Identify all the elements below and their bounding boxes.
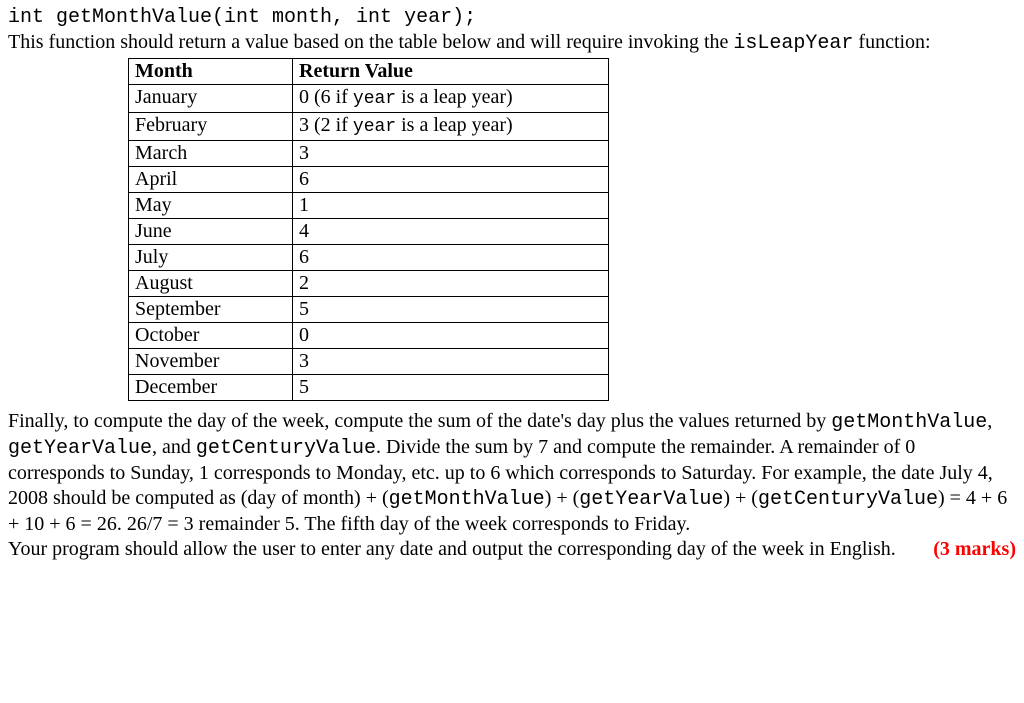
text-run: , and [152,436,196,458]
marks-label: (3 marks) [933,537,1016,562]
table-row: July6 [129,245,609,271]
cell-month: October [129,323,293,349]
cell-month: September [129,297,293,323]
text-run: , [987,410,992,432]
header-return-value: Return Value [293,59,609,85]
table-row: August2 [129,271,609,297]
value-tail: is a leap year) [396,114,513,136]
cell-return-value: 4 [293,219,609,245]
value-text: 3 (2 if [299,114,353,136]
cell-month: November [129,349,293,375]
table-row: February3 (2 if year is a leap year) [129,113,609,141]
cell-return-value: 6 [293,245,609,271]
value-text: 0 (6 if [299,86,353,108]
cell-month: March [129,141,293,167]
table-row: March3 [129,141,609,167]
table-header-row: Month Return Value [129,59,609,85]
month-value-table: Month Return Value January0 (6 if year i… [128,58,609,401]
code-getyearvalue-2: getYearValue [579,488,723,511]
code-getmonthvalue: getMonthValue [831,411,987,434]
cell-month: August [129,271,293,297]
code-getmonthvalue-2: getMonthValue [389,488,545,511]
cell-month: July [129,245,293,271]
cell-return-value: 5 [293,375,609,401]
value-tail: is a leap year) [396,86,513,108]
cell-return-value: 3 [293,141,609,167]
table-row: June4 [129,219,609,245]
explanation-paragraph: Finally, to compute the day of the week,… [8,409,1016,537]
cell-return-value: 5 [293,297,609,323]
cell-return-value: 1 [293,193,609,219]
cell-month: January [129,85,293,113]
table-row: September5 [129,297,609,323]
header-month: Month [129,59,293,85]
intro-code: isLeapYear [733,32,853,55]
code-getcenturyvalue-2: getCenturyValue [758,488,938,511]
intro-paragraph: This function should return a value base… [8,30,1016,56]
value-code-year: year [353,117,396,137]
cell-return-value: 6 [293,167,609,193]
cell-month: June [129,219,293,245]
cell-return-value: 2 [293,271,609,297]
final-instruction: Your program should allow the user to en… [8,537,896,562]
intro-pre: This function should return a value base… [8,31,733,53]
table-row: October0 [129,323,609,349]
text-run: Finally, to compute the day of the week,… [8,410,831,432]
table-row: April6 [129,167,609,193]
table-row: November3 [129,349,609,375]
cell-month: December [129,375,293,401]
final-line: Your program should allow the user to en… [8,537,1016,562]
cell-return-value: 0 (6 if year is a leap year) [293,85,609,113]
cell-month: April [129,167,293,193]
table-row: May1 [129,193,609,219]
code-getcenturyvalue: getCenturyValue [196,437,376,460]
cell-month: February [129,113,293,141]
value-code-year: year [353,89,396,109]
table-row: December5 [129,375,609,401]
text-run: ) + ( [545,487,580,509]
cell-return-value: 3 (2 if year is a leap year) [293,113,609,141]
text-run: ) + ( [723,487,758,509]
cell-month: May [129,193,293,219]
cell-return-value: 3 [293,349,609,375]
table-row: January0 (6 if year is a leap year) [129,85,609,113]
intro-post: function: [853,31,930,53]
code-getyearvalue: getYearValue [8,437,152,460]
function-signature: int getMonthValue(int month, int year); [8,6,476,29]
cell-return-value: 0 [293,323,609,349]
